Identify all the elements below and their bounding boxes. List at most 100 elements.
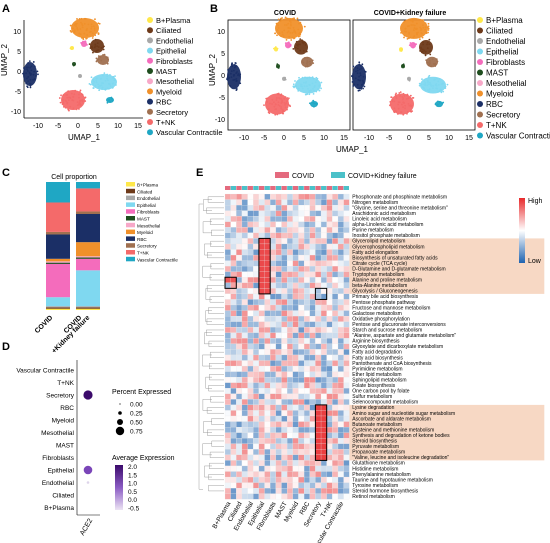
heat-cell <box>315 271 322 278</box>
heat-cell <box>315 360 322 367</box>
umap-point <box>424 84 426 87</box>
umap-point <box>271 103 273 105</box>
heat-cell <box>275 393 282 400</box>
panel-a-ytick: 0 <box>17 69 21 76</box>
heat-cell <box>230 488 237 494</box>
heat-cell <box>247 415 254 422</box>
heat-cell <box>343 277 350 283</box>
umap-point <box>405 30 408 33</box>
heat-cell <box>236 232 243 239</box>
heat-cell <box>258 471 265 478</box>
heat-cell <box>304 243 310 250</box>
heat-cell <box>337 243 344 250</box>
heat-cell <box>236 310 243 317</box>
heat-cell <box>298 210 305 217</box>
heat-cell <box>337 393 344 400</box>
heat-cell <box>270 360 276 367</box>
heat-cell <box>258 476 265 483</box>
umap-point <box>408 37 410 40</box>
heat-row-label: "Valine, leucine and isoleucine degradat… <box>352 455 449 461</box>
heat-row-label: Propanoate metabolism <box>352 450 405 456</box>
heat-cell <box>326 460 333 467</box>
umap-point <box>62 94 65 97</box>
heat-cell <box>298 288 305 295</box>
heat-cell <box>264 471 271 478</box>
heat-cell <box>326 221 333 228</box>
panel-label-e: E <box>196 167 203 179</box>
heat-cell <box>292 443 299 450</box>
umap-point <box>276 34 278 37</box>
heat-cell <box>253 193 260 200</box>
heat-cell <box>332 488 339 494</box>
heat-cell <box>253 421 260 428</box>
heat-cell <box>298 216 305 222</box>
color-legend-tick: 0.0 <box>128 497 137 504</box>
panel-b-xtick: -5 <box>261 135 267 142</box>
heat-cell <box>320 377 327 383</box>
heat-cell <box>253 488 260 494</box>
heat-cell <box>241 249 248 256</box>
heat-cell <box>304 216 310 222</box>
umap-point <box>70 92 73 95</box>
umap-point <box>284 42 287 45</box>
heat-cell <box>253 316 260 322</box>
umap-point <box>402 21 405 24</box>
umap-point <box>101 74 104 77</box>
heat-cell <box>292 243 299 250</box>
heat-cell <box>292 266 299 272</box>
umap-point <box>431 58 434 61</box>
heat-cell <box>287 404 293 411</box>
heat-cell <box>315 460 322 467</box>
dendro-branch <box>210 218 224 225</box>
dendro-branch <box>205 288 212 300</box>
heat-cell <box>332 327 339 333</box>
heat-cell <box>332 371 339 378</box>
heat-cell <box>292 321 299 328</box>
heat-cell <box>304 293 310 300</box>
heat-cell <box>337 493 344 500</box>
umap-point <box>362 75 365 78</box>
heat-row-label: Taurine and hypotaurine metabolism <box>352 477 433 483</box>
heat-cell <box>287 327 293 333</box>
heat-cell <box>230 404 237 411</box>
heat-cell <box>247 443 254 450</box>
heat-cell <box>298 476 305 483</box>
umap-point <box>284 96 287 98</box>
heat-cell <box>287 421 293 428</box>
heat-cell <box>281 304 288 311</box>
heat-cell <box>281 493 288 500</box>
heat-cell <box>230 377 237 383</box>
heat-cell <box>287 332 293 339</box>
umap-point <box>424 50 427 53</box>
heat-row-label: Glyoxylate and dicarboxylate metabolism <box>352 344 443 350</box>
umap-point <box>106 62 109 65</box>
umap-point <box>111 99 114 102</box>
heat-cell <box>298 321 305 328</box>
umap-point <box>353 83 355 86</box>
heat-cell <box>281 288 288 295</box>
heat-cell <box>264 327 271 333</box>
heat-cell <box>326 304 333 311</box>
umap-point <box>435 83 438 85</box>
heat-cell <box>304 421 310 428</box>
heat-cell <box>230 365 237 372</box>
heat-cell <box>343 443 350 450</box>
heat-cell <box>304 388 310 394</box>
heat-cell <box>264 415 271 422</box>
heat-cell <box>236 415 243 422</box>
heat-cell <box>326 338 333 344</box>
panel-d-xlabel: ACE2 <box>79 517 94 536</box>
heat-cell <box>275 476 282 483</box>
umap-point <box>304 65 307 68</box>
heat-row-label: Cysteine and methionine metabolism <box>352 427 434 433</box>
umap-point <box>435 58 438 61</box>
heat-cell <box>241 377 248 383</box>
umap-point <box>313 86 316 88</box>
heat-cell <box>264 321 271 328</box>
umap-point <box>311 59 314 62</box>
umap-point <box>422 86 424 89</box>
legend-swatch <box>477 80 483 86</box>
legend-swatch <box>477 17 483 23</box>
umap-point <box>427 29 430 31</box>
heat-cell <box>247 288 254 295</box>
